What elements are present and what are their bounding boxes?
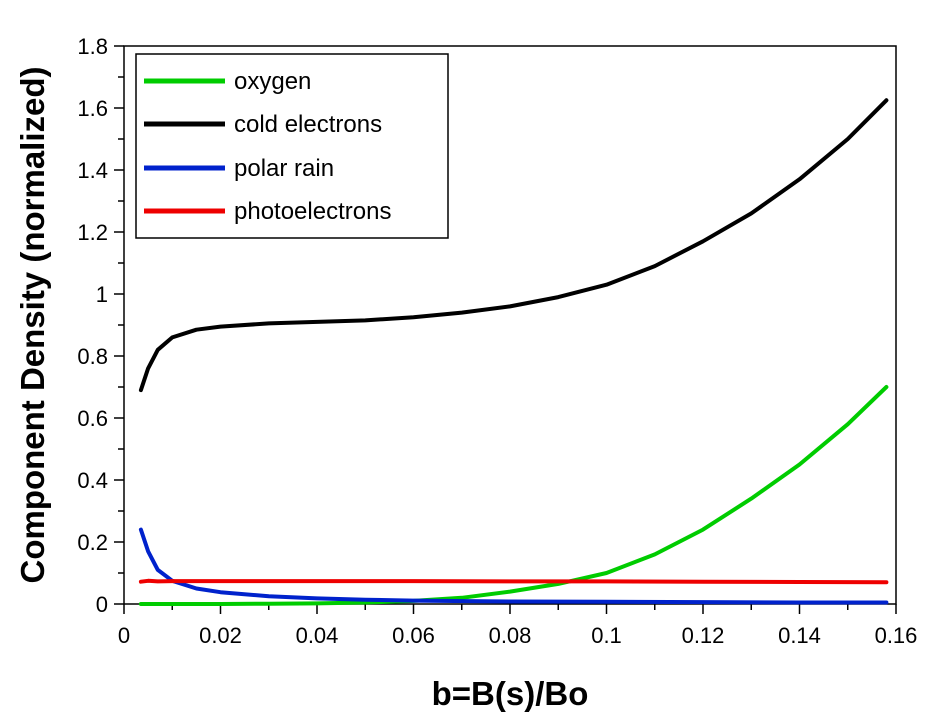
x-axis-ticks: 0 0.02 0.04 0.06 0.08 0.1 0.12 0.14 0.16 [118, 604, 918, 648]
y-axis-ticks: 0 0.2 0.4 0.6 0.8 1 1.2 1.4 1.6 1.8 [77, 34, 124, 617]
y-axis-title: Component Density (normalized) [14, 66, 51, 583]
series-line-cold-electrons [138, 98, 889, 393]
x-tick-label: 0.1 [591, 623, 622, 648]
y-tick-label: 0 [96, 592, 108, 617]
y-tick-label: 0.6 [77, 406, 108, 431]
x-tick-label: 0.04 [296, 623, 339, 648]
x-tick-label: 0.08 [489, 623, 532, 648]
y-tick-label: 1.6 [77, 96, 108, 121]
y-tick-label: 1.4 [77, 158, 108, 183]
series-line-polar-rain [138, 527, 889, 605]
y-tick-label: 0.4 [77, 468, 108, 493]
x-tick-label: 0 [118, 623, 130, 648]
y-tick-label: 0.2 [77, 530, 108, 555]
legend-label-photoelectrons: photoelectrons [234, 198, 391, 225]
series-line-oxygen [138, 385, 889, 606]
y-tick-label: 1.2 [77, 220, 108, 245]
series-line-photoelectrons [138, 578, 889, 585]
legend-label-oxygen: oxygen [234, 68, 311, 95]
y-tick-label: 1.8 [77, 34, 108, 59]
x-tick-label: 0.12 [682, 623, 725, 648]
x-axis-title: b=B(s)/Bo [432, 675, 589, 712]
series-lines [138, 98, 889, 606]
y-tick-label: 0.8 [77, 344, 108, 369]
legend-label-polar-rain: polar rain [234, 155, 334, 182]
x-tick-label: 0.02 [199, 623, 242, 648]
legend-label-cold-electrons: cold electrons [234, 111, 382, 138]
x-tick-label: 0.14 [778, 623, 821, 648]
legend: oxygen cold electrons polar rain photoel… [135, 53, 449, 239]
x-tick-label: 0.16 [875, 623, 918, 648]
y-tick-label: 1 [96, 282, 108, 307]
x-tick-label: 0.06 [392, 623, 435, 648]
legend-box [135, 53, 449, 239]
